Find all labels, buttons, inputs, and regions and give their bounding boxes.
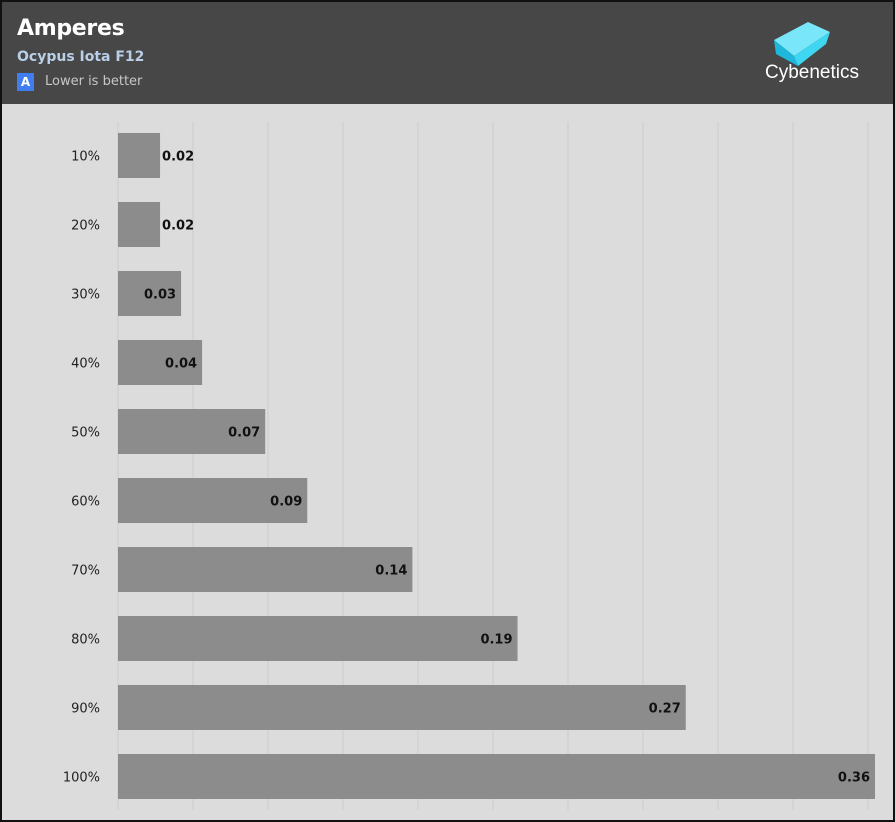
category-label: 10% (71, 150, 100, 165)
bar-60% (118, 478, 308, 523)
category-labels: 10% 20% 30% 40% 50% 60% 70% 80% 90% 100% (63, 150, 100, 786)
bar-80% (118, 616, 518, 661)
value-label: 0.04 (165, 357, 197, 372)
bar-20% (118, 202, 161, 247)
bar-70% (118, 547, 413, 592)
bar-90% (118, 685, 686, 730)
bar-10% (118, 133, 161, 178)
bar-40% (118, 340, 203, 385)
category-label: 60% (71, 495, 100, 510)
category-label: 20% (71, 219, 100, 234)
value-label: 0.02 (162, 150, 194, 165)
bar-100% (118, 754, 875, 799)
value-label: 0.03 (144, 288, 176, 303)
value-label: 0.36 (838, 771, 870, 786)
category-label: 100% (63, 771, 100, 786)
cybenetics-logo-text: Cybenetics (765, 62, 859, 83)
chart-title: Amperes (17, 16, 125, 41)
gridlines (117, 122, 869, 810)
bar-50% (118, 409, 266, 454)
category-label: 70% (71, 564, 100, 579)
value-label: 0.19 (480, 633, 512, 648)
category-label: 80% (71, 633, 100, 648)
category-label: 30% (71, 288, 100, 303)
value-labels: 0.02 0.02 0.03 0.04 0.07 0.09 0.14 0.19 0.27 0.36 (144, 150, 870, 786)
category-label: 50% (71, 426, 100, 441)
chart-subtitle: Ocypus Iota F12 (17, 49, 145, 65)
value-label: 0.02 (162, 219, 194, 234)
bar-chart: 10%20%30%40%50%60%70%80%90%100% 0.020.02… (63, 122, 875, 810)
value-label: 0.14 (375, 564, 407, 579)
value-label: 0.27 (649, 702, 681, 717)
lower-is-better-note: Lower is better (45, 74, 143, 89)
bars (118, 133, 875, 799)
category-label: 40% (71, 357, 100, 372)
cyan-cube-icon (774, 22, 830, 66)
bar-30% (118, 271, 182, 316)
rating-badge: A (17, 73, 34, 91)
value-label: 0.07 (228, 426, 260, 441)
chart-header: Amperes Ocypus Iota F12 A Lower is bette… (2, 2, 893, 104)
value-label: 0.09 (270, 495, 302, 510)
category-label: 90% (71, 702, 100, 717)
